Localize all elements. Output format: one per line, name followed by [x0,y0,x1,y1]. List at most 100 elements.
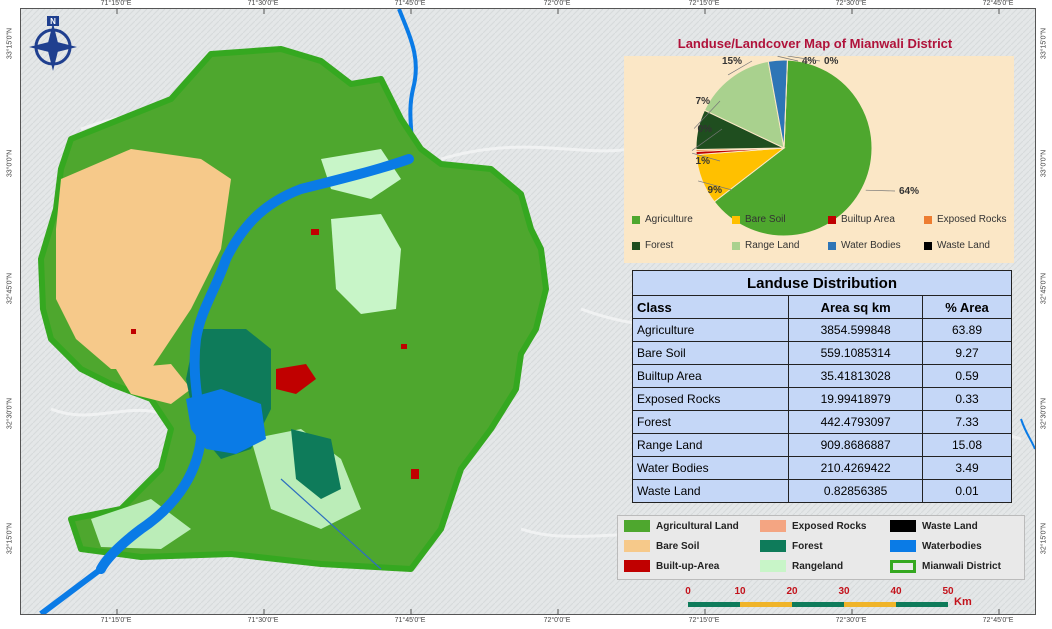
legend-label: Exposed Rocks [792,520,867,532]
legend-item: Rangeland [760,560,843,572]
table-cell-area: 909.8686887 [788,433,923,457]
latitude-label: 33°0'0"N [6,149,14,178]
pie-chart-title: Landuse/Landcover Map of Mianwali Distri… [677,36,953,51]
pie-slice-label: 15% [722,56,742,67]
pie-legend-item: Exposed Rocks [924,214,1006,225]
table-header-pct: % Area [922,295,1012,319]
rangeland-center [331,214,401,314]
pie-legend-item: Water Bodies [828,240,901,251]
water-body-main [186,389,266,454]
table-cell-area: 210.4269422 [788,456,923,480]
legend-swatch [760,520,786,532]
latitude-label: 32°30'0"N [1040,397,1048,430]
pie-legend-swatch [828,215,836,224]
pie-legend-label: Range Land [745,240,800,251]
north-arrow-letter: N [50,17,56,26]
forest-south [291,429,341,499]
pie-slice-label: 0% [824,56,839,67]
latitude-label: 32°45'0"N [1040,272,1048,305]
pie-legend-item: Range Land [732,240,800,251]
pie-chart: 64% 9% 1% 0% 7% 15% 4% 0% [691,55,919,237]
canal-line [280,478,382,570]
latitude-label: 33°15'0"N [1040,27,1048,60]
table-cell-class: Range Land [631,433,790,457]
scale-bar-segment [896,602,948,607]
scale-bar-unit: Km [954,596,972,608]
longitude-label: 71°15'0"E [100,617,132,624]
legend-label: Waste Land [922,520,978,532]
pie-legend-swatch [924,241,932,250]
builtup-patch [131,329,136,334]
latitude-label: 32°30'0"N [6,397,14,430]
scale-bar-tick-label: 20 [786,586,798,597]
pie-legend-label: Agriculture [645,214,693,225]
longitude-label: 71°30'0"E [247,617,279,624]
legend-label: Bare Soil [656,540,700,552]
pie-legend-label: Bare Soil [745,214,786,225]
scale-bar-tick-label: 0 [685,586,691,597]
table-cell-area: 0.82856385 [788,479,923,503]
table-row: Bare Soil 559.1085314 9.27 [631,341,1012,365]
legend-item: Bare Soil [624,540,699,552]
pie-slice-label: 7% [696,96,711,107]
longitude-label: 72°45'0"E [982,0,1014,7]
builtup-patch [311,229,319,235]
builtup-patch [401,344,407,349]
table-cell-class: Builtup Area [631,364,790,388]
pie-leader-line [727,60,753,76]
pie-legend-label: Forest [645,240,674,251]
scale-bar-segment [740,602,792,607]
table-cell-pct: 7.33 [922,410,1012,434]
table-cell-area: 35.41813028 [788,364,923,388]
latitude-label: 33°15'0"N [6,27,14,60]
longitude-label: 72°30'0"E [835,0,867,7]
scale-bar-segment [688,602,740,607]
legend-item: Agricultural Land [624,520,739,532]
pie-legend-item: Builtup Area [828,214,895,225]
legend-swatch [624,520,650,532]
table-caption: Landuse Distribution [632,270,1012,296]
builtup-patch [411,469,419,479]
pie-chart-panel: 64% 9% 1% 0% 7% 15% 4% 0% [624,55,1014,263]
longitude-label: 71°30'0"E [247,0,279,7]
table-cell-class: Waste Land [631,479,790,503]
pie-legend-label: Builtup Area [841,214,895,225]
scale-bar-graphic [688,602,948,607]
table-cell-area: 19.99418979 [788,387,923,411]
table-cell-pct: 15.08 [922,433,1012,457]
landuse-distribution-table: Landuse Distribution Class Area sq km % … [631,270,1012,503]
pie-legend-label: Exposed Rocks [937,214,1007,225]
pie-slice-label: 0% [698,124,713,135]
legend-swatch [760,540,786,552]
table-row: Forest 442.4793097 7.33 [631,410,1012,434]
table-cell-class: Forest [631,410,790,434]
table-header-area: Area sq km [788,295,923,319]
stream-east [1020,418,1035,450]
legend-label: Mianwali District [922,561,1001,572]
pie-legend-swatch [632,215,640,224]
pie-slice-label: 4% [802,56,817,67]
frame-ticks [116,9,1000,614]
longitude-labels-bottom: 71°15'0"E 71°30'0"E 71°45'0"E 72°0'0"E 72°15… [0,614,1052,628]
table-cell-area: 559.1085314 [788,341,923,365]
north-arrow-icon: N [29,16,77,71]
legend-item: Exposed Rocks [760,520,866,532]
table-cell-class: Exposed Rocks [631,387,790,411]
legend-item: Built-up-Area [624,560,719,572]
table-cell-class: Water Bodies [631,456,790,480]
legend-label: Built-up-Area [656,560,720,572]
table-cell-area: 442.4793097 [788,410,923,434]
legend-item: Forest [760,540,823,552]
longitude-label: 72°0'0"E [543,0,571,7]
map-legend: Agricultural Land Exposed Rocks Waste Land… [617,515,1025,580]
bare-soil-zone [56,149,231,369]
river-south [39,566,103,614]
scale-bar-segment [792,602,844,607]
latitude-label: 32°15'0"N [6,522,14,555]
river-district [96,154,414,574]
longitude-label: 72°0'0"E [543,617,571,624]
legend-swatch [624,560,650,572]
legend-label: Waterbodies [922,540,982,552]
latitude-label: 32°45'0"N [6,272,14,305]
pie-legend-item: Waste Land [924,240,990,251]
